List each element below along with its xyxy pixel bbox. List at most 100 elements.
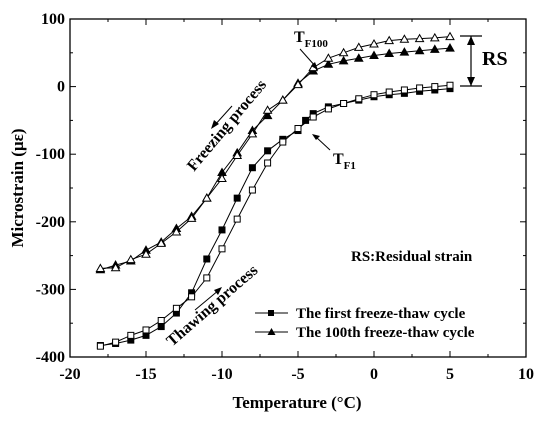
series-2-freezing-point: [262, 105, 273, 114]
series-2-thawing-point: [262, 110, 273, 120]
rs-arrowhead-down: [467, 77, 475, 86]
series-1-freezing-point: [264, 159, 272, 167]
x-tick-label: -20: [59, 366, 80, 383]
y-tick-label: 100: [41, 11, 65, 28]
series-1-freezing-point: [188, 293, 196, 301]
series-2-freezing-point: [95, 263, 106, 272]
series-2-thawing-point: [353, 53, 364, 62]
y-axis-title: Microstrain (με): [8, 128, 27, 247]
annotation-rs: RS: [460, 35, 508, 87]
series-1-freezing-point: [112, 338, 120, 346]
series-1-freezing-point: [294, 125, 302, 133]
series-1-thawing-point: [157, 323, 165, 331]
series-2-freezing-point: [399, 34, 410, 43]
series-1-freezing-point: [370, 91, 378, 99]
series-1-thawing-point: [302, 116, 310, 124]
x-axis-title: Temperature (°C): [232, 393, 361, 412]
thawing-arrow-line: [194, 289, 220, 311]
thawing-arrowhead: [214, 287, 222, 295]
series-1-thawing-point: [248, 164, 256, 172]
series-2-thawing-point: [384, 48, 395, 57]
series-2-freezing-point: [201, 193, 212, 202]
annotation-tf100-text: T: [294, 29, 305, 46]
legend-label-first-cycle: The first freeze-thaw cycle: [296, 306, 466, 322]
y-tick-label: -300: [36, 281, 65, 298]
series-1-freezing-point: [172, 304, 180, 312]
series-1-freezing-point: [416, 84, 424, 92]
series-2-freezing-point: [414, 33, 425, 43]
x-tick-label: 5: [446, 366, 454, 383]
rs-arrowhead-up: [467, 36, 475, 45]
series-2-freezing-point: [141, 249, 151, 258]
series-2-freezing-point: [429, 32, 440, 42]
x-tick-label: 0: [370, 366, 378, 383]
legend: The first freeze-thaw cycle The 100th fr…: [255, 306, 475, 341]
legend-item-100th-cycle: The 100th freeze-thaw cycle: [255, 325, 475, 341]
series-1-freezing-point: [279, 138, 287, 146]
y-tick-label: -100: [36, 146, 65, 163]
series-1-freezing-point: [157, 316, 165, 324]
series-1-freezing-point: [248, 186, 256, 194]
series-1-freezing-point: [400, 86, 408, 94]
tf100-pointer-arrowhead: [311, 62, 318, 70]
series-2-freezing-point: [384, 35, 395, 45]
series-1-thawing-point: [233, 194, 241, 202]
x-tick-label: -15: [135, 366, 156, 383]
series-2-thawing-point: [323, 59, 334, 68]
legend-label-100th-cycle: The 100th freeze-thaw cycle: [296, 325, 475, 341]
series-2-thawing-point: [445, 43, 455, 52]
series-1-freezing-point: [385, 88, 393, 96]
series-1-freezing-point: [355, 95, 363, 103]
series-1-freezing-point: [127, 331, 135, 339]
x-tick-label: -10: [211, 366, 232, 383]
series-1-freezing-point: [233, 215, 241, 223]
series-2-thawing-point: [414, 45, 425, 55]
series-2-freezing-point: [369, 39, 379, 48]
series-2-freezing-point: [293, 79, 303, 89]
series-1-thawing-point: [218, 226, 226, 234]
series-2-freezing-point: [277, 95, 288, 104]
annotation-tf1: TF1: [312, 134, 356, 172]
series-2-freezing-point: [171, 226, 182, 236]
series-2-freezing-point: [445, 31, 455, 41]
series-2-thawing-point: [399, 47, 410, 56]
freezing-arrowhead: [211, 120, 219, 129]
series-2-freezing-point: [247, 128, 258, 138]
annotation-tf100: TF100: [294, 29, 328, 70]
series-2-freezing-point: [186, 213, 197, 222]
svg-text:TF100: TF100: [294, 29, 328, 50]
annotation-tf1-sub: F1: [344, 160, 356, 172]
series-2-freezing-point: [338, 47, 349, 57]
series-1-freezing-point: [142, 326, 150, 334]
series-1-freezing-point: [446, 81, 454, 89]
x-tick-label: -5: [291, 366, 304, 383]
series-1-freezing-point: [309, 113, 317, 121]
annotation-tf1-text: T: [333, 151, 344, 168]
tf1-pointer-line: [315, 136, 331, 151]
annotation-tf100-sub: F100: [305, 38, 329, 50]
axes: -20 -15 -10 -5 0 5 10 -400 -300 -200 -100 0 100: [36, 11, 534, 383]
y-tick-label: 0: [57, 79, 65, 96]
series-2-freezing-point: [353, 42, 364, 51]
series-2-freezing-point: [217, 173, 227, 183]
series-1-freezing-point: [96, 342, 104, 350]
y-tick-label: -200: [36, 214, 65, 231]
series-1-freezing-point: [431, 83, 439, 91]
svg-text:TF1: TF1: [333, 151, 356, 172]
legend-item-first-cycle: The first freeze-thaw cycle: [255, 306, 466, 322]
series-1-freezing-point: [324, 105, 332, 113]
series-1-freezing-point: [340, 100, 348, 107]
series-2-freezing-point: [323, 53, 334, 62]
series-1-thawing-point: [203, 255, 211, 263]
legend-marker-filled-triangle: [267, 328, 276, 335]
markers-layer: [95, 31, 455, 350]
series-2-thawing-point: [369, 50, 379, 60]
rs-definition-label: RS:Residual strain: [351, 249, 473, 265]
series-2-freezing-point: [156, 238, 167, 247]
series-1-freezing-point: [218, 245, 226, 253]
series-2-freezing-point: [232, 150, 243, 160]
series-1-freezing-point: [203, 274, 211, 282]
y-tick-label: -400: [36, 349, 65, 366]
series-2-freezing-point: [125, 254, 136, 264]
